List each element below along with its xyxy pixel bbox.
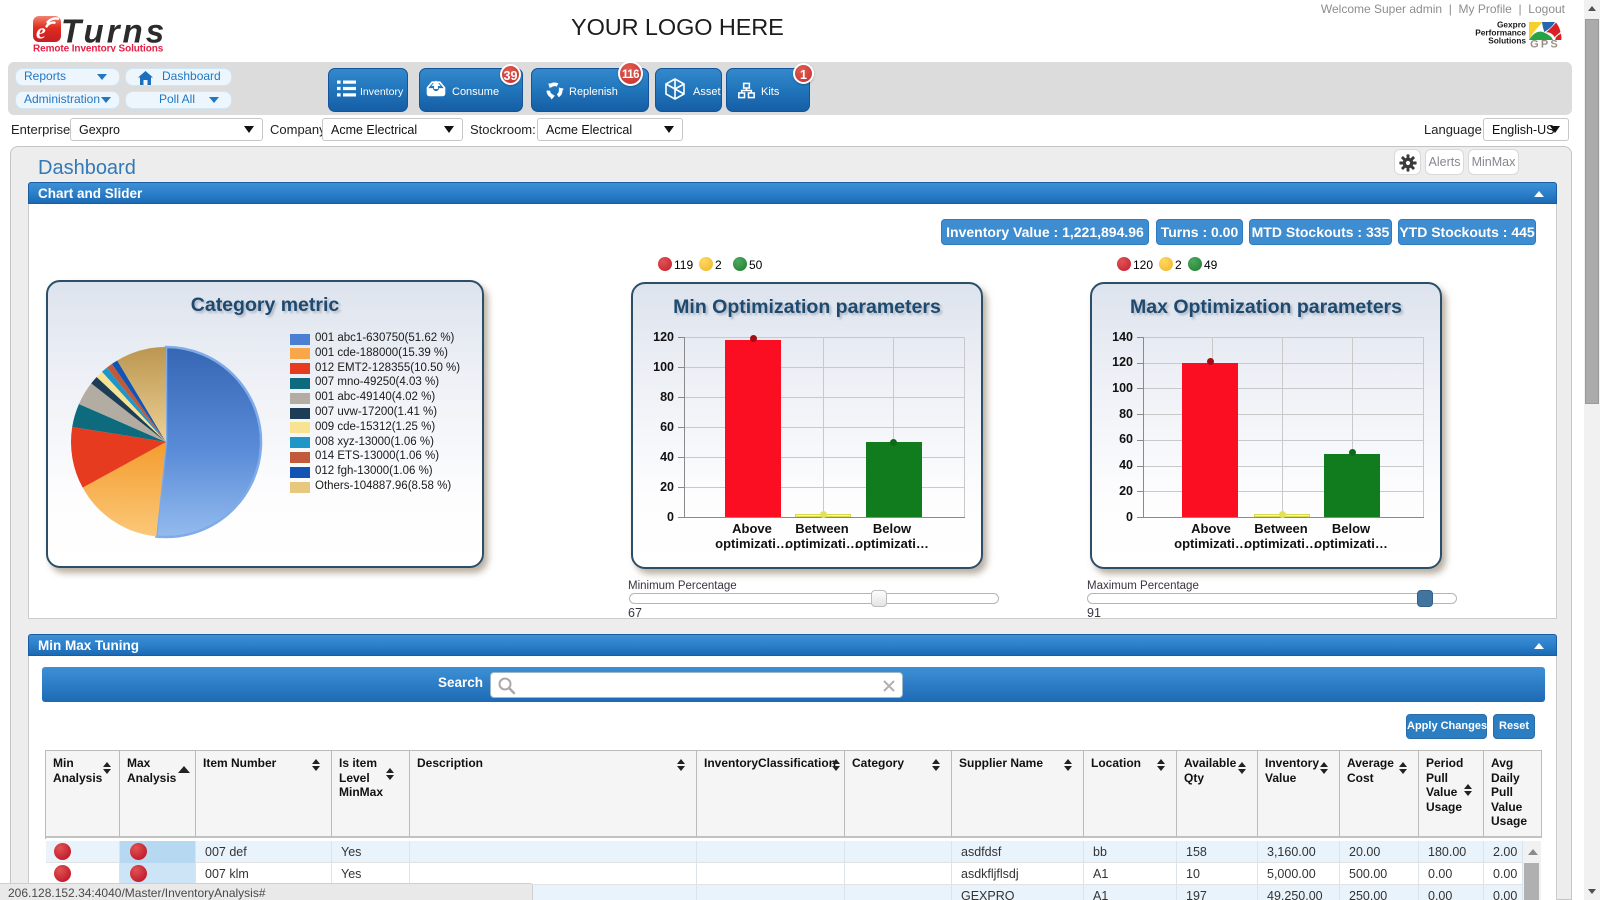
svg-text:e: e xyxy=(36,19,46,44)
svg-text:Performance: Performance xyxy=(1475,28,1526,38)
svg-text:Solutions: Solutions xyxy=(1488,36,1526,46)
svg-text:GPS: GPS xyxy=(1530,39,1560,49)
svg-text:Remote Inventory Solutions: Remote Inventory Solutions xyxy=(33,44,164,53)
svg-text:Gexpro: Gexpro xyxy=(1497,20,1526,30)
svg-text:Turns: Turns xyxy=(61,16,167,50)
